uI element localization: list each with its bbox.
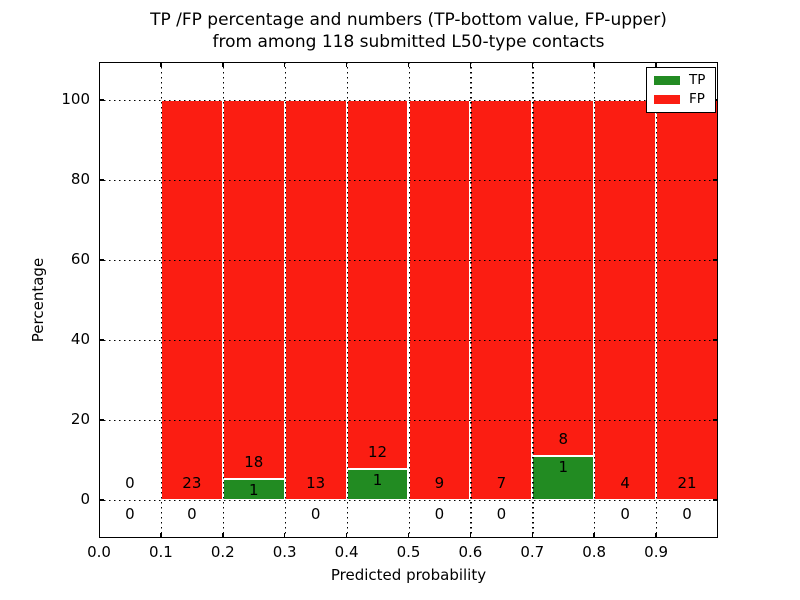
tp-count-label: 0 bbox=[434, 505, 445, 523]
x-tick-label: 0.4 bbox=[334, 543, 359, 561]
y-tick-mark bbox=[99, 179, 104, 181]
x-tick-mark bbox=[407, 533, 410, 538]
x-tick-mark bbox=[469, 62, 472, 67]
x-tick-mark bbox=[283, 533, 286, 538]
fp-count-label: 9 bbox=[434, 474, 445, 492]
x-tick-mark bbox=[222, 533, 224, 538]
x-tick-mark bbox=[593, 533, 595, 538]
fp-bar bbox=[346, 100, 409, 470]
fp-legend-label: FP bbox=[689, 91, 705, 107]
plot-area: 0 0 23 0 18 1 13 0 12 1 9 0 7 0 8 1 4 0 21 0 bbox=[99, 62, 718, 538]
fp-legend-swatch bbox=[654, 95, 680, 104]
fp-count-label: 4 bbox=[620, 474, 630, 492]
legend-item-fp: FP bbox=[647, 91, 715, 107]
fp-count-label: 23 bbox=[182, 474, 202, 492]
y-tick-mark bbox=[713, 339, 718, 341]
y-tick-label: 0 bbox=[80, 490, 90, 508]
x-tick-label: 0.0 bbox=[87, 543, 111, 561]
y-tick-label: 60 bbox=[70, 250, 90, 268]
x-axis-label: Predicted probability bbox=[330, 566, 487, 584]
fp-count-label: 8 bbox=[558, 429, 569, 448]
x-tick-mark bbox=[469, 533, 472, 538]
tp-count-label: 0 bbox=[125, 505, 135, 523]
tp-count-label: 0 bbox=[682, 505, 692, 523]
y-tick-label: 100 bbox=[61, 90, 90, 108]
x-tick-label: 0.5 bbox=[396, 543, 421, 561]
chart-title-line2: from among 118 submitted L50-type contac… bbox=[212, 32, 605, 52]
vertical-gridline bbox=[222, 62, 225, 538]
vertical-gridline bbox=[160, 62, 163, 538]
y-axis-label: Percentage bbox=[29, 257, 47, 343]
fp-count-label: 21 bbox=[677, 474, 697, 492]
tp-count-label: 0 bbox=[496, 505, 507, 523]
fp-count-label: 7 bbox=[496, 474, 507, 492]
x-tick-mark bbox=[160, 62, 162, 67]
legend-box: TP FP bbox=[646, 67, 716, 113]
vertical-gridline bbox=[656, 62, 658, 538]
y-tick-mark bbox=[713, 179, 718, 181]
x-tick-label: 0.7 bbox=[520, 543, 545, 561]
y-tick-label: 20 bbox=[70, 410, 90, 428]
chart-title: TP /FP percentage and numbers (TP-bottom… bbox=[99, 9, 718, 53]
fp-bar bbox=[160, 100, 223, 500]
tp-count-label: 0 bbox=[310, 505, 321, 523]
fp-bar bbox=[532, 100, 595, 456]
fp-bar bbox=[222, 100, 285, 479]
fp-count-label: 13 bbox=[306, 474, 326, 492]
x-tick-label: 0.2 bbox=[210, 543, 235, 561]
x-tick-mark bbox=[655, 533, 657, 538]
y-tick-label: 40 bbox=[70, 330, 90, 348]
x-tick-mark bbox=[531, 533, 534, 538]
y-tick-label: 80 bbox=[70, 170, 90, 188]
vertical-gridline bbox=[346, 62, 348, 538]
vertical-gridline bbox=[284, 62, 286, 538]
chart-title-line1: TP /FP percentage and numbers (TP-bottom… bbox=[150, 10, 667, 30]
x-tick-label: 0.9 bbox=[644, 543, 669, 561]
x-tick-mark bbox=[531, 62, 534, 67]
fp-bar bbox=[470, 100, 533, 500]
x-tick-mark bbox=[345, 62, 348, 67]
tp-count-label: 1 bbox=[558, 457, 569, 476]
tp-count-label: 0 bbox=[187, 505, 197, 523]
vertical-gridline bbox=[532, 62, 534, 538]
vertical-gridline bbox=[594, 62, 596, 538]
y-tick-mark bbox=[713, 499, 718, 501]
tp-count-label: 1 bbox=[248, 480, 259, 499]
fp-bar bbox=[594, 100, 657, 500]
fp-bar bbox=[284, 100, 347, 500]
y-tick-mark bbox=[713, 259, 718, 261]
x-tick-mark bbox=[593, 62, 595, 67]
x-tick-mark bbox=[655, 62, 657, 67]
tp-bar bbox=[346, 469, 409, 500]
x-tick-label: 0.1 bbox=[148, 543, 173, 561]
fp-count-label: 12 bbox=[367, 443, 388, 462]
y-tick-mark bbox=[99, 339, 104, 341]
tp-legend-label: TP bbox=[689, 72, 706, 88]
x-tick-mark bbox=[222, 62, 224, 67]
x-tick-label: 0.8 bbox=[582, 543, 607, 561]
fp-count-label: 18 bbox=[244, 452, 264, 471]
fp-bar bbox=[656, 100, 718, 500]
fp-count-label: 0 bbox=[125, 474, 135, 492]
x-tick-mark bbox=[283, 62, 286, 67]
vertical-gridline bbox=[408, 62, 410, 538]
tp-count-label: 1 bbox=[372, 471, 383, 490]
tp-count-label: 0 bbox=[620, 505, 630, 523]
y-tick-mark bbox=[99, 499, 104, 501]
y-tick-mark bbox=[99, 99, 104, 101]
y-tick-mark bbox=[99, 419, 104, 421]
x-tick-label: 0.3 bbox=[272, 543, 297, 561]
x-tick-mark bbox=[407, 62, 410, 67]
x-tick-mark bbox=[345, 533, 348, 538]
x-tick-mark bbox=[160, 533, 162, 538]
y-tick-mark bbox=[99, 259, 104, 261]
legend-item-tp: TP bbox=[647, 72, 715, 88]
vertical-gridline bbox=[470, 62, 472, 538]
y-tick-mark bbox=[713, 419, 718, 421]
fp-bar bbox=[408, 100, 471, 500]
tp-legend-swatch bbox=[654, 76, 680, 85]
x-tick-label: 0.6 bbox=[458, 543, 483, 561]
